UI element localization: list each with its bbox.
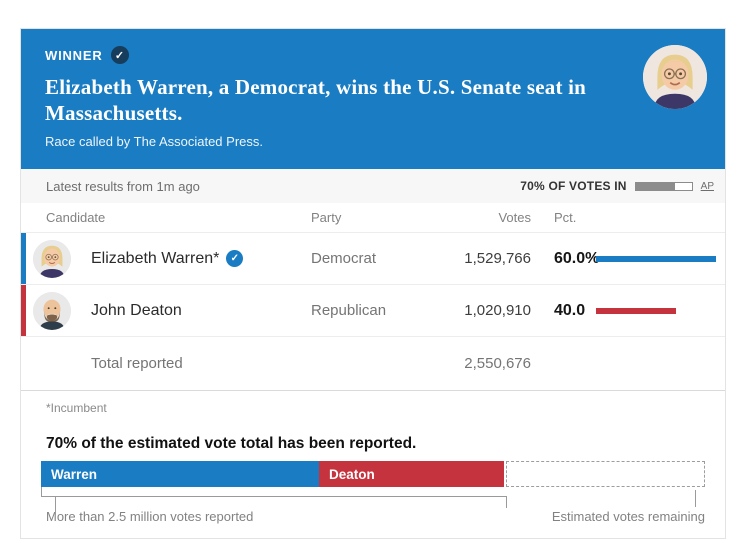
segment-label: Warren xyxy=(51,466,98,482)
bar-segment: Warren xyxy=(41,461,320,487)
warren-portrait-icon xyxy=(643,45,707,109)
ap-source-link[interactable]: AP xyxy=(700,180,714,192)
pct-bar xyxy=(596,307,676,314)
col-party: Party xyxy=(311,210,342,225)
votes-reported-caption: More than 2.5 million votes reported xyxy=(46,509,254,524)
candidate-row: Elizabeth Warren* ✓ Democrat 1,529,766 6… xyxy=(21,233,725,285)
candidate-votes: 1,529,766 xyxy=(464,250,531,267)
reported-bracket xyxy=(41,487,705,513)
estimated-vote-heading: 70% of the estimated vote total has been… xyxy=(46,435,417,452)
candidate-row: John Deaton ✓ Republican 1,020,910 40.0 xyxy=(21,285,725,337)
left-leader-line xyxy=(55,496,56,513)
candidate-name: Elizabeth Warren* xyxy=(91,249,220,267)
bar-segment: Deaton xyxy=(319,461,505,487)
winner-avatar xyxy=(643,45,707,109)
candidate-avatar xyxy=(33,239,71,278)
candidate-avatar xyxy=(33,291,71,330)
candidate-name: John Deaton xyxy=(91,301,182,319)
votes-in-fill xyxy=(635,182,675,190)
winner-label: WINNER xyxy=(45,47,103,63)
warren-thumb-icon xyxy=(33,239,71,278)
winner-row: WINNER ✓ xyxy=(45,46,701,64)
candidate-pct: 60.0% xyxy=(554,249,600,267)
estimated-vote-captions: More than 2.5 million votes reported Est… xyxy=(41,509,705,524)
votes-in-group: 70% OF VOTES IN AP xyxy=(520,179,714,193)
headline: Elizabeth Warren, a Democrat, wins the U… xyxy=(45,75,587,125)
candidate-votes: 1,020,910 xyxy=(464,302,531,319)
total-row: Total reported 2,550,676 xyxy=(21,337,725,391)
winner-check-icon: ✓ xyxy=(226,250,244,267)
bar-remaining xyxy=(506,461,705,487)
pct-bar xyxy=(596,255,716,262)
bracket-end-tick xyxy=(505,496,507,508)
col-votes: Votes xyxy=(498,210,531,225)
votes-remaining-caption: Estimated votes remaining xyxy=(551,509,705,524)
card-banner: WINNER ✓ Elizabeth Warren, a Democrat, w… xyxy=(21,29,725,169)
col-candidate: Candidate xyxy=(46,210,106,225)
incumbent-footnote: *Incumbent xyxy=(46,401,107,415)
votes-in-progress xyxy=(634,181,693,191)
col-pct: Pct. xyxy=(554,210,577,225)
total-votes: 2,550,676 xyxy=(464,355,531,372)
row-accent xyxy=(21,285,26,336)
status-strip: Latest results from 1m ago 70% OF VOTES … xyxy=(21,169,725,203)
table-header: Candidate Party Votes Pct. xyxy=(21,203,725,233)
bracket-left-tick xyxy=(41,487,42,496)
latest-results-text: Latest results from 1m ago xyxy=(46,178,200,194)
estimated-vote-bar: Warren Deaton xyxy=(41,461,705,513)
election-results-card: WINNER ✓ Elizabeth Warren, a Democrat, w… xyxy=(20,28,726,539)
segment-label: Deaton xyxy=(329,466,375,482)
candidate-party: Democrat xyxy=(311,250,377,267)
total-label: Total reported xyxy=(91,355,183,372)
right-leader-line xyxy=(695,490,696,507)
race-called-text: Race called by The Associated Press. xyxy=(45,134,263,149)
deaton-thumb-icon xyxy=(33,291,71,330)
candidate-party: Republican xyxy=(311,302,387,319)
candidate-pct: 40.0 xyxy=(554,301,586,319)
winner-check-badge-icon: ✓ xyxy=(110,46,129,64)
bracket-line xyxy=(41,496,506,497)
row-accent xyxy=(21,233,26,284)
votes-in-label: 70% OF VOTES IN xyxy=(520,179,627,193)
